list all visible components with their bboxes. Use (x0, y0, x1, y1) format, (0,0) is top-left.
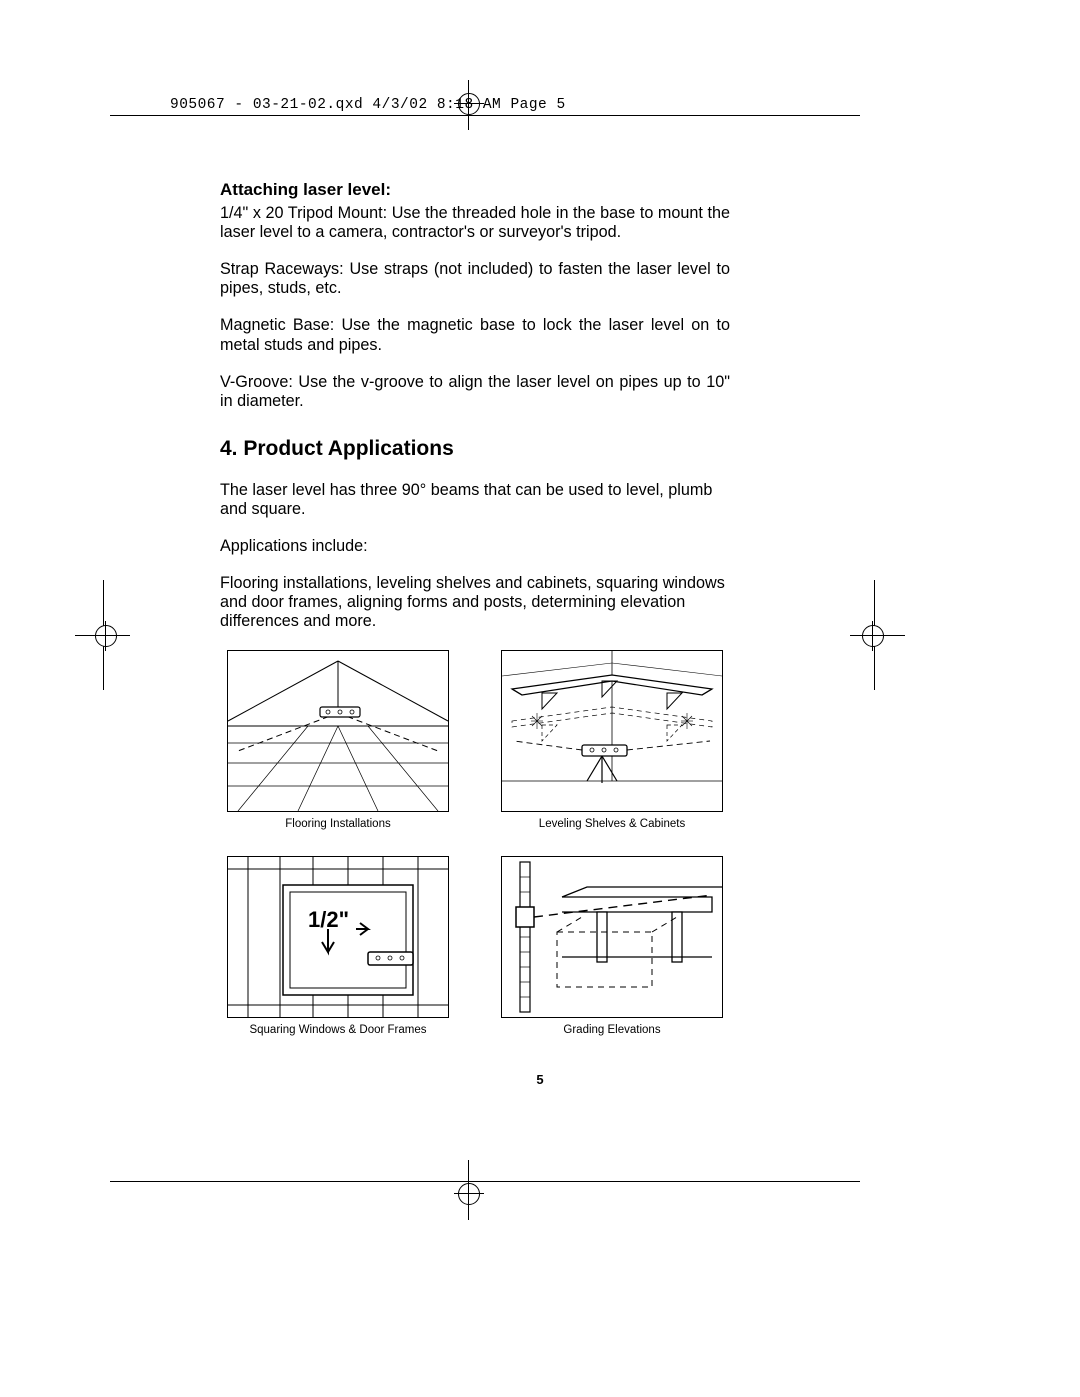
figure-caption: Grading Elevations (563, 1024, 660, 1036)
body-paragraph: Magnetic Base: Use the magnetic base to … (220, 316, 730, 354)
figure-grid: Flooring Installations (220, 650, 730, 1036)
body-paragraph: Applications include: (220, 537, 730, 556)
registration-mark-icon (458, 1183, 480, 1205)
attaching-heading: Attaching laser level: (220, 180, 730, 200)
applications-heading: 4. Product Applications (220, 437, 730, 461)
body-paragraph: Flooring installations, leveling shelves… (220, 574, 730, 631)
crop-mark (110, 1181, 860, 1182)
dimension-label: 1/2" (308, 907, 349, 932)
crop-mark (110, 115, 860, 116)
registration-mark-icon (862, 625, 884, 647)
figure-illustration: 1/2" (227, 856, 449, 1018)
document-page: 905067 - 03-21-02.qxd 4/3/02 8:18 AM Pag… (0, 0, 1080, 1397)
figure-caption: Leveling Shelves & Cabinets (539, 818, 685, 830)
figure-caption: Flooring Installations (285, 818, 390, 830)
figure-caption: Squaring Windows & Door Frames (249, 1024, 426, 1036)
body-paragraph: Strap Raceways: Use straps (not included… (220, 260, 730, 298)
body-paragraph: 1/4" x 20 Tripod Mount: Use the threaded… (220, 204, 730, 242)
print-slug: 905067 - 03-21-02.qxd 4/3/02 8:18 AM Pag… (170, 97, 566, 113)
figure-squaring: 1/2" Squaring Windows & Door Frames (220, 856, 456, 1036)
page-number: 5 (0, 1072, 1080, 1087)
page-content: Attaching laser level: 1/4" x 20 Tripod … (220, 180, 730, 1036)
figure-grading: Grading Elevations (494, 856, 730, 1036)
figure-illustration (501, 856, 723, 1018)
figure-illustration (501, 650, 723, 812)
body-paragraph: V-Groove: Use the v-groove to align the … (220, 373, 730, 411)
body-paragraph: The laser level has three 90° beams that… (220, 481, 730, 519)
figure-shelves: Leveling Shelves & Cabinets (494, 650, 730, 830)
figure-illustration (227, 650, 449, 812)
registration-mark-icon (95, 625, 117, 647)
figure-flooring: Flooring Installations (220, 650, 456, 830)
